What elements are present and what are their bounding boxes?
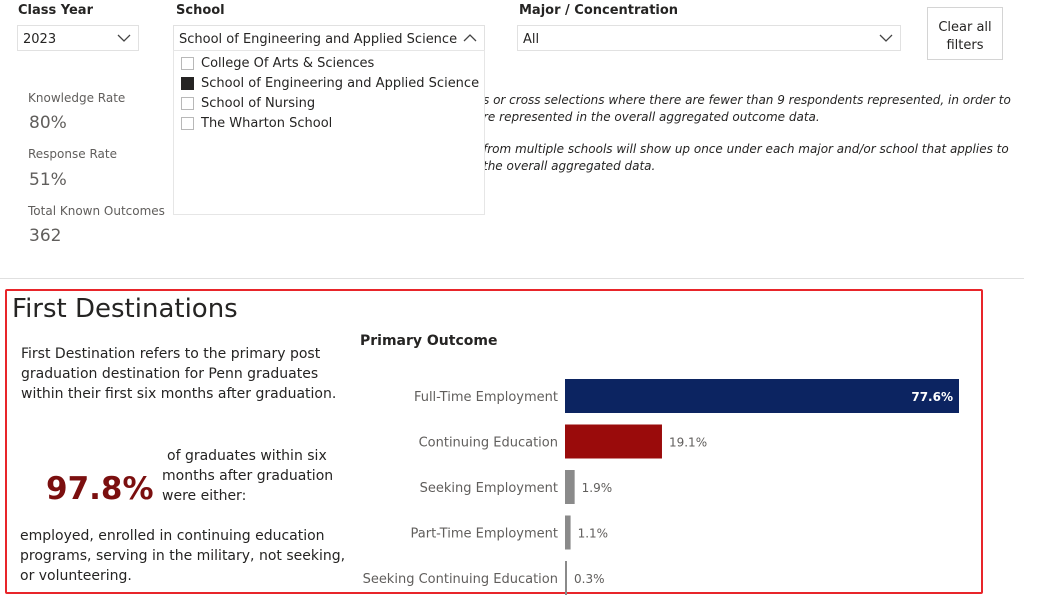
school-dropdown-list: College Of Arts & Sciences School of Eng…: [173, 50, 485, 215]
clear-all-label-line1: Clear all: [938, 20, 992, 35]
category-label: Part-Time Employment: [411, 527, 559, 542]
school-option-label: The Wharton School: [201, 115, 333, 131]
outcome-rate-caption: of graduates within six months after gra…: [162, 446, 333, 506]
category-label: Continuing Education: [419, 436, 558, 451]
bar[interactable]: [565, 424, 662, 459]
note-line-1: s or cross selections where there are fe…: [483, 93, 1011, 107]
school-label: School: [176, 3, 225, 18]
checkbox-icon[interactable]: [181, 56, 194, 70]
first-destinations-title: First Destinations: [12, 294, 238, 324]
outcome-rate-value: 97.8%: [46, 471, 154, 507]
bar[interactable]: [565, 470, 575, 504]
response-rate-label: Response Rate: [28, 147, 117, 161]
bar[interactable]: [565, 379, 959, 413]
category-label: Full-Time Employment: [414, 390, 558, 405]
section-divider: [0, 278, 1024, 279]
data-label: 77.6%: [911, 390, 953, 404]
chevron-down-icon: [879, 34, 893, 42]
knowledge-rate-label: Knowledge Rate: [28, 91, 126, 105]
major-select[interactable]: All: [517, 25, 901, 51]
outcome-text-line-2: programs, serving in the military, not s…: [20, 548, 346, 564]
first-destination-description: First Destination refers to the primary …: [21, 344, 336, 404]
school-option-nursing[interactable]: School of Nursing: [181, 94, 315, 112]
major-value: All: [523, 32, 540, 47]
data-label: 0.3%: [574, 572, 605, 586]
school-option-engineering[interactable]: School of Engineering and Applied Scienc…: [181, 74, 479, 92]
class-year-label: Class Year: [18, 3, 93, 18]
bar[interactable]: [565, 561, 567, 595]
clear-all-filters-button[interactable]: Clear all filters: [927, 7, 1003, 60]
outcome-categories-text: employed, enrolled in continuing educati…: [20, 526, 345, 586]
class-year-value: 2023: [23, 32, 57, 47]
outcome-text-line-3: or volunteering.: [20, 568, 132, 584]
response-rate-value: 51%: [29, 170, 67, 190]
data-label: 1.9%: [582, 481, 613, 495]
note-line-2: re represented in the overall aggregated…: [483, 110, 820, 124]
note-line-3: from multiple schools will show up once …: [483, 142, 1009, 156]
primary-outcome-bar-chart: Full-Time Employment 77.6% Continuing Educ…: [363, 379, 959, 595]
chevron-up-icon: [463, 34, 477, 42]
bar[interactable]: [565, 515, 571, 550]
checkbox-icon[interactable]: [181, 96, 194, 110]
checkbox-checked-icon[interactable]: [181, 76, 194, 90]
caption-line-2: months after graduation: [162, 468, 334, 484]
clear-all-label-line2: filters: [946, 38, 984, 53]
primary-outcome-chart-title: Primary Outcome: [360, 333, 498, 349]
total-known-outcomes-value: 362: [29, 226, 62, 246]
note-line-4: the overall aggregated data.: [483, 159, 656, 173]
category-label: Seeking Continuing Education: [363, 572, 558, 587]
intro-line-2: graduation destination for Penn graduate…: [21, 366, 319, 382]
caption-line-3: were either:: [162, 488, 247, 504]
chevron-down-icon: [117, 34, 131, 42]
school-option-label: College Of Arts & Sciences: [201, 55, 375, 71]
class-year-select[interactable]: 2023: [17, 25, 139, 51]
school-option-label: School of Nursing: [201, 95, 316, 111]
first-destinations-panel: [5, 289, 983, 594]
category-label: Seeking Employment: [420, 481, 558, 496]
total-known-outcomes-label: Total Known Outcomes: [28, 204, 165, 218]
school-option-arts-sciences[interactable]: College Of Arts & Sciences: [181, 54, 374, 72]
school-option-wharton[interactable]: The Wharton School: [181, 114, 332, 132]
school-value: School of Engineering and Applied Scienc…: [179, 32, 458, 47]
intro-line-1: First Destination refers to the primary …: [21, 346, 321, 362]
major-label: Major / Concentration: [519, 3, 679, 18]
school-select[interactable]: School of Engineering and Applied Scienc…: [173, 25, 485, 51]
outcome-text-line-1: employed, enrolled in continuing educati…: [20, 528, 325, 544]
caption-line-1: of graduates within six: [167, 448, 327, 464]
knowledge-rate-value: 80%: [29, 113, 67, 133]
intro-line-3: within their first six months after grad…: [21, 386, 337, 402]
school-option-label: School of Engineering and Applied Scienc…: [201, 75, 480, 91]
data-label: 19.1%: [669, 436, 707, 450]
data-label: 1.1%: [578, 527, 609, 541]
checkbox-icon[interactable]: [181, 116, 194, 130]
